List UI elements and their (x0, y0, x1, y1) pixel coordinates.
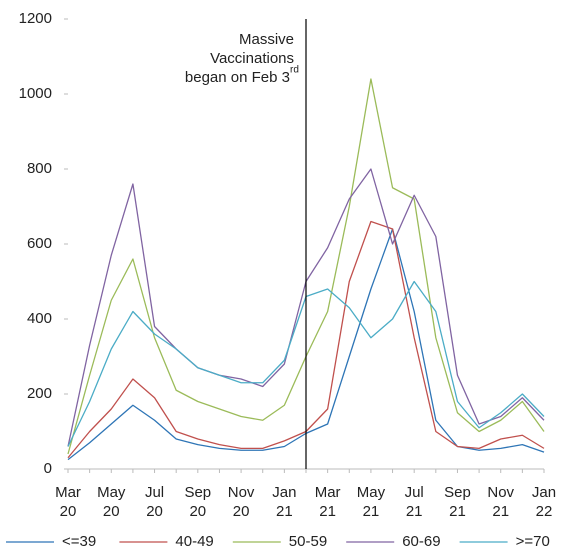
x-tick-label: Jul 21 (405, 484, 424, 520)
x-tick-label: May 21 (357, 484, 386, 520)
x-tick-label: May 20 (97, 484, 126, 520)
y-tick-label: 0 (44, 460, 52, 477)
y-tick-label: 200 (27, 385, 52, 402)
annotation-text: Massive (239, 31, 294, 48)
x-tick-label: Jan 21 (272, 484, 296, 520)
annotation-superscript: rd (290, 65, 299, 76)
x-tick-label: Jul 20 (145, 484, 164, 520)
y-tick-label: 400 (27, 310, 52, 327)
annotation-text: began on Feb 3 (185, 69, 290, 86)
y-tick-label: 600 (27, 235, 52, 252)
x-tick-label: Sep 21 (444, 484, 471, 520)
legend-label: <=39 (62, 533, 96, 550)
y-tick-label: 1000 (19, 85, 52, 102)
x-tick-label: Sep 20 (184, 484, 211, 520)
legend-label: 40-49 (175, 533, 213, 550)
y-tick-label: 800 (27, 160, 52, 177)
annotation-text: Vaccinations (210, 50, 294, 67)
x-tick-label: Nov 20 (228, 484, 255, 520)
x-tick-label: Jan 22 (532, 484, 556, 520)
legend-label: >=70 (516, 533, 550, 550)
x-tick-label: Mar 21 (315, 484, 341, 520)
y-tick-label: 1200 (19, 10, 52, 27)
x-tick-label: Mar 20 (55, 484, 81, 520)
x-tick-label: Nov 21 (487, 484, 514, 520)
legend-label: 60-69 (402, 533, 440, 550)
legend-label: 50-59 (289, 533, 327, 550)
